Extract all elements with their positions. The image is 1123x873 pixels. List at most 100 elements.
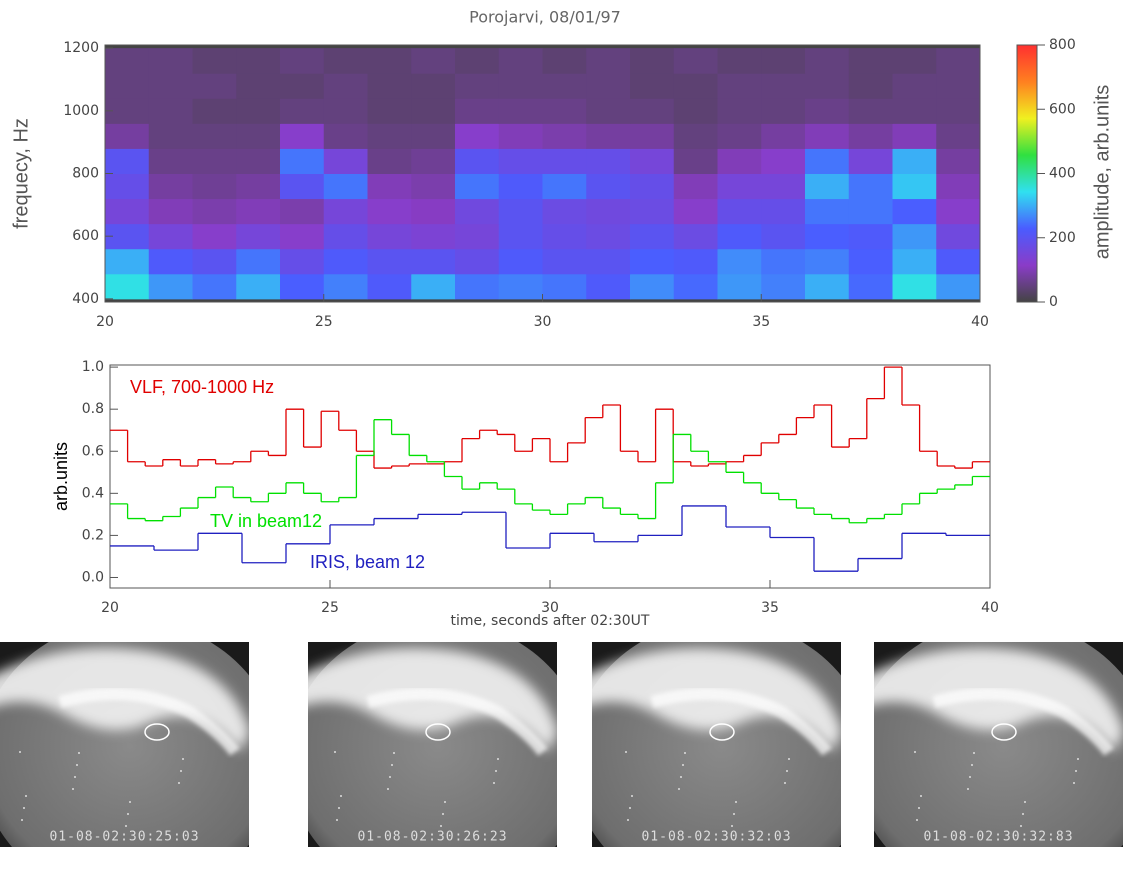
heat-cell [849,224,893,250]
heat-cell [630,224,674,250]
star [76,764,78,766]
heat-cell [630,48,674,74]
heat-cell [411,199,455,225]
heat-cell [236,48,280,74]
x-tick-label: 30 [534,314,552,330]
image: 01-08-02:30:32:03 [572,620,872,873]
star [625,751,627,753]
star [1073,782,1075,784]
heat-cell [280,148,324,174]
heat-cell [368,174,412,200]
heat-cell [455,73,499,99]
heat-cell [236,148,280,174]
heat-cell [499,174,543,200]
heat-cell [324,199,368,225]
timestamp: 01-08-02:30:25:03 [49,830,199,845]
heat-cell [324,224,368,250]
heat-cell [455,249,499,275]
heat-cell [630,174,674,200]
heat-cell [586,199,630,225]
camera-frame: 01-08-02:30:32:03 [572,620,872,873]
star [1020,825,1022,827]
heat-cell [805,224,849,250]
heat-cell [543,148,587,174]
heat-cell [324,73,368,99]
heat-cell [368,73,412,99]
heat-cell [893,224,937,250]
heat-cell [499,48,543,74]
star [72,788,74,790]
heat-cell [455,274,499,300]
heat-cell [761,123,805,149]
heat-cell [849,123,893,149]
heat-cell [586,249,630,275]
star [387,788,389,790]
heat-cell [586,123,630,149]
heat-cell [411,48,455,74]
heat-cell [193,73,237,99]
heat-cell [324,249,368,275]
heat-cell [543,249,587,275]
heat-cell [368,98,412,124]
heat-cell [499,224,543,250]
heat-cell [630,199,674,225]
heat-cell [149,123,193,149]
heat-cell [280,174,324,200]
heat-cell [236,123,280,149]
heat-cell [193,249,237,275]
heat-cell [761,224,805,250]
heat-cell [324,98,368,124]
star [440,825,442,827]
heat-cell [149,224,193,250]
heat-cell [805,274,849,300]
heat-cell [718,148,762,174]
heat-cell [936,98,980,124]
heat-cell [193,274,237,300]
heat-cell [893,98,937,124]
heat-cell [193,48,237,74]
heat-cell [893,174,937,200]
heat-cell [630,274,674,300]
heat-cell [936,123,980,149]
heat-cell [280,199,324,225]
y-tick-label: 0.2 [82,527,104,543]
heat-cell [718,274,762,300]
heat-cell [499,98,543,124]
legend-label: TV in beam12 [210,511,322,531]
heat-cell [324,123,368,149]
heat-cell [936,274,980,300]
star [971,764,973,766]
heat-cell [149,73,193,99]
colorbar-label: amplitude, arb.units [1091,85,1113,260]
star [23,807,25,809]
star [916,819,918,821]
heat-cell [761,199,805,225]
heat-cell [368,274,412,300]
x-axis-label: time, seconds after 02:30UT [451,613,650,629]
heat-cell [543,73,587,99]
heat-cell [193,123,237,149]
heat-cell [674,274,718,300]
star [678,788,680,790]
heat-cell [849,73,893,99]
heat-cell [761,148,805,174]
heat-cell [893,73,937,99]
heat-cell [236,73,280,99]
heat-cell [455,148,499,174]
heat-cell [849,48,893,74]
heat-cell [368,123,412,149]
heat-cell [105,174,149,200]
heat-cell [193,224,237,250]
colorbar-tick-label: 400 [1049,166,1076,182]
star [627,819,629,821]
heat-cell [805,123,849,149]
heat-cell [236,199,280,225]
heat-cell [805,148,849,174]
heat-cell [893,199,937,225]
star [914,751,916,753]
heat-cell [893,249,937,275]
heat-cell [324,174,368,200]
star [74,776,76,778]
heat-cell [718,98,762,124]
heat-cell [411,73,455,99]
